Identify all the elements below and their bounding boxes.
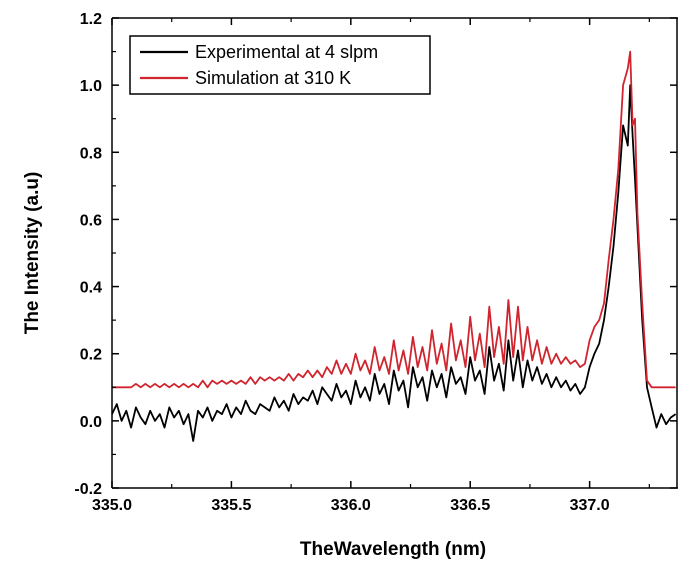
- legend-label-simulation: Simulation at 310 K: [195, 68, 351, 88]
- x-tick-label: 336.5: [450, 497, 490, 514]
- x-tick-label: 336.0: [331, 497, 371, 514]
- y-tick-label: -0.2: [74, 481, 102, 498]
- x-axis-title: TheWavelength (nm): [300, 539, 486, 560]
- y-tick-label: 0.0: [80, 414, 102, 431]
- y-tick-label: 0.8: [80, 145, 102, 162]
- legend-label-experimental: Experimental at 4 slpm: [195, 42, 378, 62]
- x-tick-label: 335.0: [92, 497, 132, 514]
- legend: Experimental at 4 slpm Simulation at 310 …: [130, 36, 430, 94]
- y-tick-label: 0.6: [80, 212, 102, 229]
- y-tick-label: 1.0: [80, 78, 102, 95]
- y-tick-label: 1.2: [80, 11, 102, 28]
- x-tick-label: 335.5: [211, 497, 251, 514]
- y-tick-label: 0.2: [80, 347, 102, 364]
- y-axis-title: The Intensity (a.u): [22, 172, 43, 335]
- x-tick-label: 337.0: [570, 497, 610, 514]
- y-tick-label: 0.4: [80, 280, 102, 297]
